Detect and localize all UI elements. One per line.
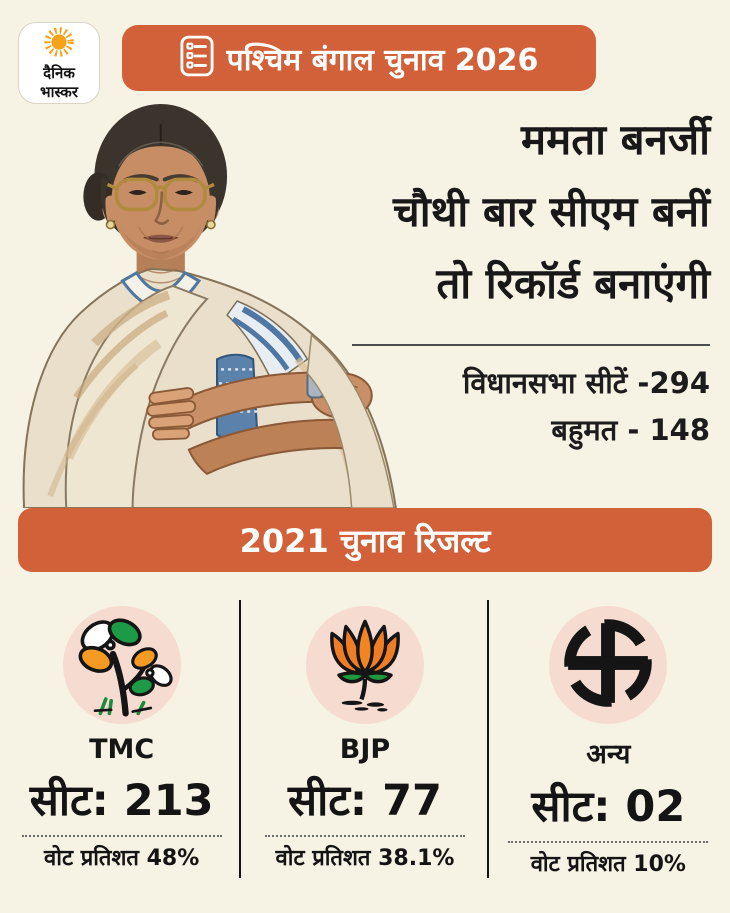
mamata-portrait-illustration	[10, 96, 422, 508]
party-seats: सीट: 02	[531, 782, 686, 832]
headline-line3: तो रिकॉर्ड बनाएंगी	[436, 259, 710, 308]
checklist-icon	[180, 35, 214, 81]
logo-text-line1: दैनिक	[43, 64, 75, 83]
stat-majority: बहुमत - 148	[551, 413, 710, 447]
headline-line1: ममता बनर्जी	[520, 115, 710, 164]
election-header-title: पश्चिम बंगाल चुनाव 2026	[226, 42, 539, 78]
tmc-flower-icon	[68, 609, 176, 721]
bjp-lotus-icon	[313, 611, 417, 719]
headline-line2: चौथी बार सीएम बनीं	[393, 187, 710, 236]
party-column-tmc: TMC सीट: 213 वोट प्रतिशत 48%	[0, 598, 243, 913]
party-vote-share: वोट प्रतिशत 48%	[44, 846, 200, 871]
tmc-symbol-circle	[62, 606, 181, 724]
party-name: TMC	[89, 734, 155, 765]
results-grid: TMC सीट: 213 वोट प्रतिशत 48%	[0, 598, 730, 913]
others-symbol-circle	[549, 606, 668, 724]
party-name: अन्य	[586, 739, 631, 770]
party-column-others: अन्य सीट: 02 वोट प्रतिशत 10%	[487, 598, 730, 913]
column-divider	[239, 600, 241, 878]
party-vote-share: वोट प्रतिशत 38.1%	[275, 846, 455, 871]
headline: ममता बनर्जी चौथी बार सीएम बनीं तो रिकॉर्…	[393, 104, 710, 320]
divider-rule	[352, 344, 710, 346]
party-seats: सीट: 213	[29, 776, 214, 826]
column-divider	[487, 600, 489, 878]
party-vote-share: वोट प्रतिशत 10%	[530, 852, 686, 877]
dotted-divider	[508, 841, 709, 843]
result-banner: 2021 चुनाव रिजल्ट	[18, 508, 712, 572]
others-circle-cross-icon	[556, 611, 660, 719]
dainik-bhaskar-logo: दैनिक भास्कर	[18, 22, 100, 104]
party-seats: सीट: 77	[288, 776, 442, 826]
result-banner-title: 2021 चुनाव रिजल्ट	[239, 521, 491, 560]
dotted-divider	[264, 835, 465, 837]
party-name: BJP	[339, 734, 391, 765]
stat-total-seats: विधानसभा सीटें -294	[462, 366, 710, 400]
party-column-bjp: BJP सीट: 77 वोट प्रतिशत 38.1%	[243, 598, 486, 913]
logo-text-line2: भास्कर	[40, 83, 78, 101]
election-header-banner: पश्चिम बंगाल चुनाव 2026	[122, 25, 596, 91]
bjp-symbol-circle	[305, 606, 424, 724]
sun-icon	[41, 25, 77, 63]
assembly-stats: विधानसभा सीटें -294 बहुमत - 148	[463, 360, 710, 454]
dotted-divider	[21, 835, 222, 837]
